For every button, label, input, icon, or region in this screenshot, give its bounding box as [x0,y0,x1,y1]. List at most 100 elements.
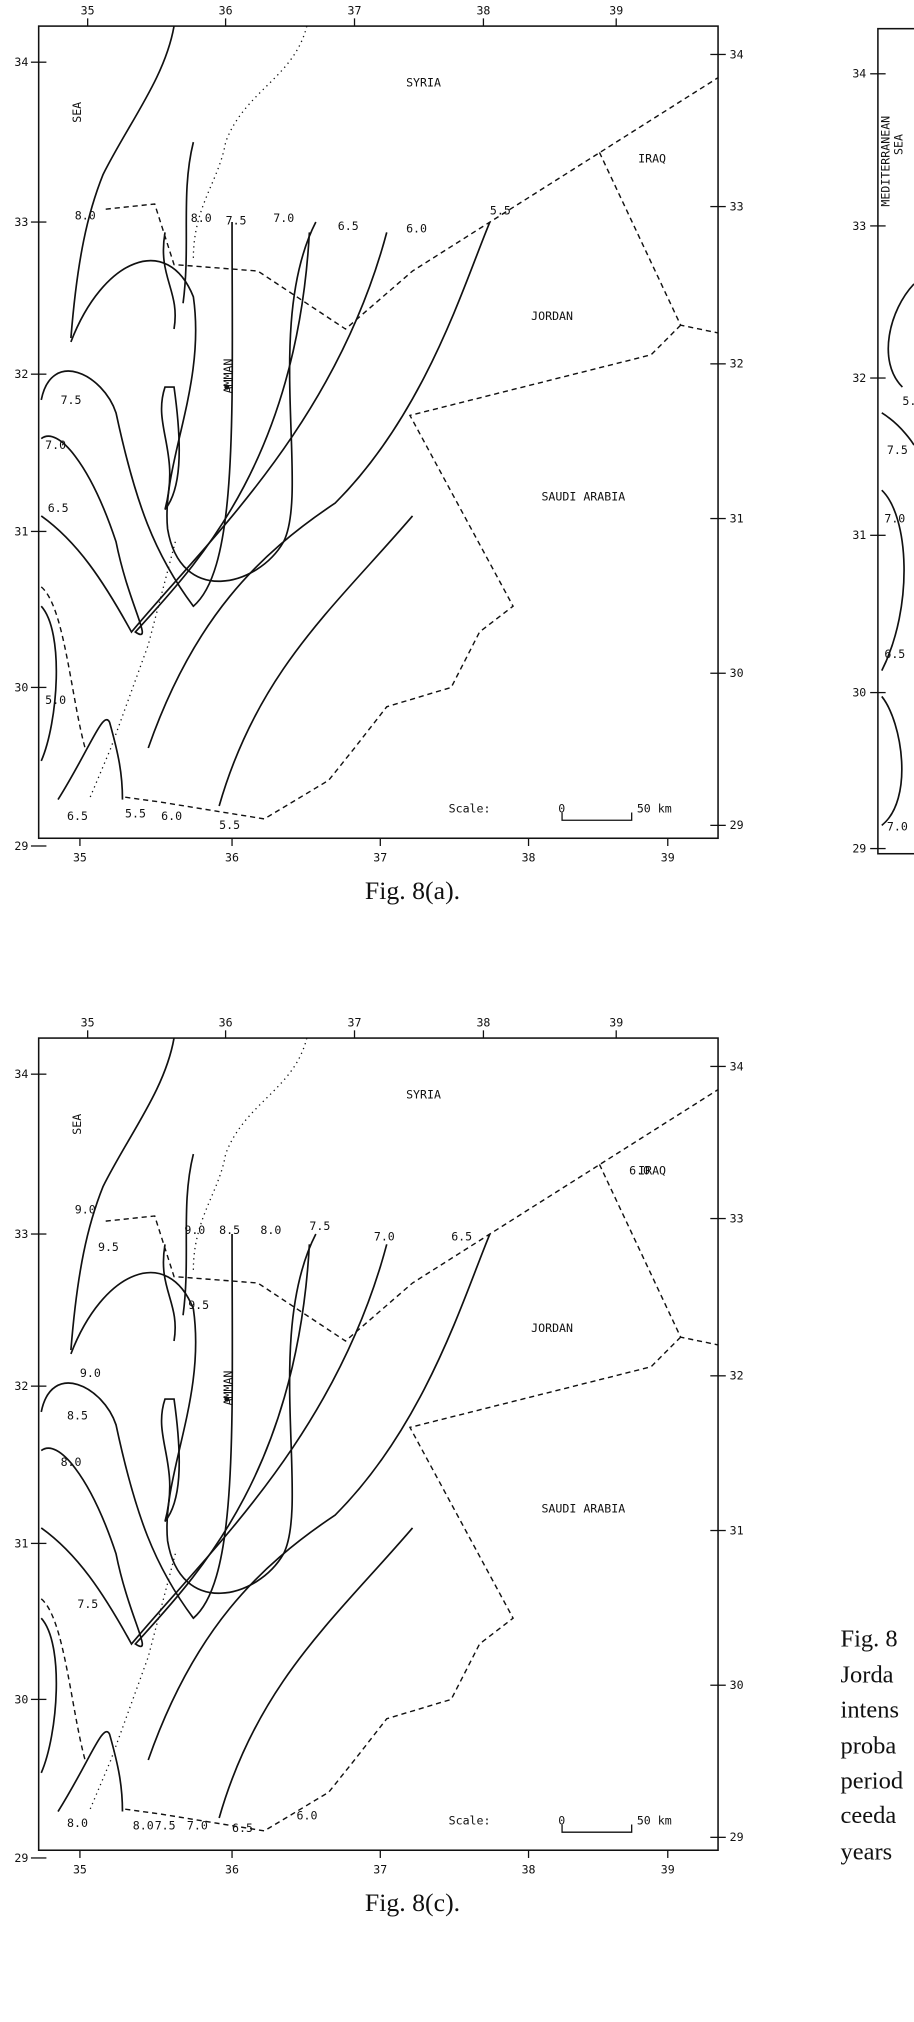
contour-label: 9.0 [75,1202,96,1216]
lon-tick-label: 37 [373,850,387,864]
map-figure: 35 36 37 38 39 35 36 37 38 39 34 33 32 31 30 29 34 33 32 31… [14,3,744,864]
contour-label: 6.5 [451,1229,472,1243]
lon-tick-label: 35 [81,1015,95,1029]
lat-tick-label: 33 [730,1211,744,1225]
map-line [160,1153,195,1523]
contour-label: 7.5 [61,393,82,407]
lon-tick-label: 37 [348,3,362,17]
city-dot [224,1396,230,1402]
country-label: SAUDI ARABIA [541,490,625,504]
lat-tick-label: 29 [14,839,28,853]
isoline [218,1527,414,1819]
map-line [89,25,308,798]
side-text-line: proba [841,1733,897,1760]
isoline [40,222,234,608]
country-label: JORDAN [531,1321,573,1335]
contour-label: 5.5 [125,807,146,821]
map-line [598,1164,719,1346]
contour-label: 8.0 [75,208,96,222]
contour-label: 6.0 [297,1808,318,1822]
lon-tick-label: 37 [348,1015,362,1029]
contour-label: 7.5 [226,214,247,228]
country-label: SYRIA [406,1088,441,1102]
sea-label: SEA [70,102,84,123]
map-frame [37,1037,719,1852]
lon-tick-label: 38 [522,1862,536,1876]
contour-label: 7.5 [887,443,908,457]
lat-tick-label: 31 [14,1536,28,1550]
isoline [40,232,388,634]
lat-tick-label: 31 [730,1523,744,1537]
contour-label: 6.5 [67,809,88,823]
contour-label: 7.5 [77,1597,98,1611]
lon-tick-label: 39 [661,850,675,864]
lon-tick-label: 38 [476,1015,490,1029]
map-line [598,152,719,334]
scale-zero: 0 [558,801,565,815]
map-line [105,77,719,330]
map-line [123,324,682,820]
lat-tick-label: 31 [730,511,744,525]
lat-tick-label: 34 [852,67,866,81]
sea-label: SEA [70,1114,84,1135]
lat-tick-label: 29 [730,1830,744,1844]
contour-label: 6.5 [232,1821,253,1835]
sea-label: SEA [891,134,905,155]
contour-label: 7.5 [309,1219,330,1233]
lat-tick-label: 32 [730,357,744,371]
scale-zero: 0 [558,1813,565,1827]
isoline [881,283,914,827]
lon-tick-label: 39 [661,1862,675,1876]
map-line [70,25,175,339]
lat-tick-label: 30 [14,680,28,694]
contour-label: 7.0 [187,1819,208,1833]
country-label: SYRIA [406,76,441,90]
lon-tick-label: 35 [73,850,87,864]
isoline [40,1234,234,1620]
country-label: IRAQ [638,152,666,166]
figure-caption: Fig. 8(c). [365,1888,460,1917]
contour-label: 6.5 [48,501,69,515]
lon-tick-label: 35 [73,1862,87,1876]
lon-tick-label: 35 [81,3,95,17]
sea-label: MEDITERRANEAN [879,116,893,207]
lat-tick-label: 32 [852,371,866,385]
map-line [160,141,195,511]
lat-tick-label: 33 [14,215,28,229]
isoline [40,1244,311,1648]
contour-label: 7.0 [45,438,66,452]
map-frame [877,27,914,855]
contour-label: 9.5 [98,1240,119,1254]
country-label: IRAQ [638,1164,666,1178]
isoline [40,1244,388,1646]
lat-tick-label: 31 [852,528,866,542]
map-line [40,1598,86,1761]
scale-distance: 50 km [637,801,672,815]
scale-bar [561,812,633,821]
contour-label: 5.5 [219,818,240,832]
isoline [70,1233,317,1594]
scale-bar [561,1824,633,1833]
lat-tick-label: 34 [14,1067,28,1081]
isoline [70,221,317,583]
lon-tick-label: 37 [373,1862,387,1876]
map-figure: 35 36 37 38 39 35 36 37 38 39 34 33 32 31 30 29 34 33 32 31… [14,1015,744,1876]
map-line [40,586,86,749]
lat-tick-label: 30 [730,666,744,680]
lat-tick-label: 29 [852,841,866,855]
contour-label: 8.5 [67,1409,88,1423]
lat-tick-label: 32 [730,1369,744,1383]
lat-tick-label: 34 [730,47,744,61]
scale-label: Scale: [449,1813,491,1827]
figure-caption: Fig. 8(a). [365,876,460,905]
contour-label: 7.0 [884,511,905,525]
lon-tick-label: 39 [609,1015,623,1029]
contour-label: 6.0 [406,221,427,235]
contour-label: 5.5 [490,203,511,217]
isoline [147,1233,491,1761]
lon-tick-label: 36 [219,1015,233,1029]
lat-tick-label: 29 [730,818,744,832]
city-label: AMMAN [221,1371,235,1406]
